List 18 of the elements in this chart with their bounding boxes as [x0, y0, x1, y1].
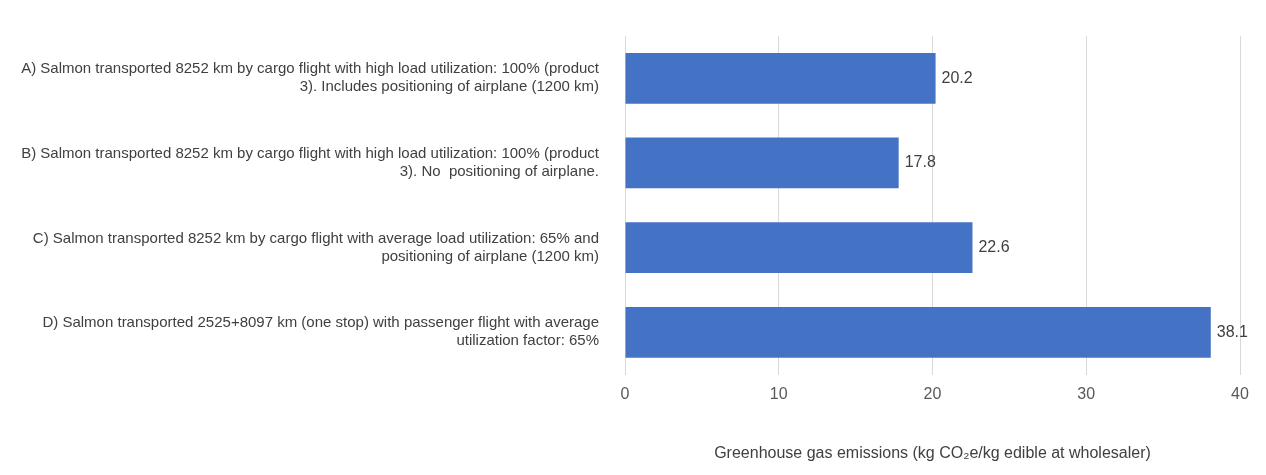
data-label: 22.6: [978, 238, 1010, 256]
x-axis-title: Greenhouse gas emissions (kg CO₂e/kg edible at wholesaler): [714, 443, 1151, 461]
data-label: 17.8: [904, 153, 936, 171]
x-tick-label: 0: [620, 384, 630, 402]
y-tick-label: C) Salmon transported 8252 km by cargo flight with average load utilization: 65% and positioning of airplane (1200 km): [32, 228, 599, 264]
y-tick-label: A) Salmon transported 8252 km by cargo flight with high load utilization: 100% (product 3). Includes positioning of airplane (1200 km): [21, 59, 600, 95]
y-tick-label: D) Salmon transported 2525+8097 km (one stop) with passenger flight with average utilization factor: 65%: [42, 313, 599, 349]
x-tick-label: 20: [923, 384, 942, 402]
bar: [625, 52, 936, 104]
bar: [625, 306, 1211, 358]
data-label: 38.1: [1216, 322, 1249, 340]
bar: [625, 137, 899, 189]
data-label: 20.2: [941, 68, 973, 86]
x-tick-label: 30: [1077, 384, 1096, 402]
y-tick-label: B) Salmon transported 8252 km by cargo flight with high load utilization: 100% (product 3). No positioning of airplane.: [21, 144, 600, 180]
x-tick-label: 40: [1231, 384, 1249, 402]
x-tick-label: 10: [769, 384, 788, 402]
bar: [625, 222, 973, 274]
